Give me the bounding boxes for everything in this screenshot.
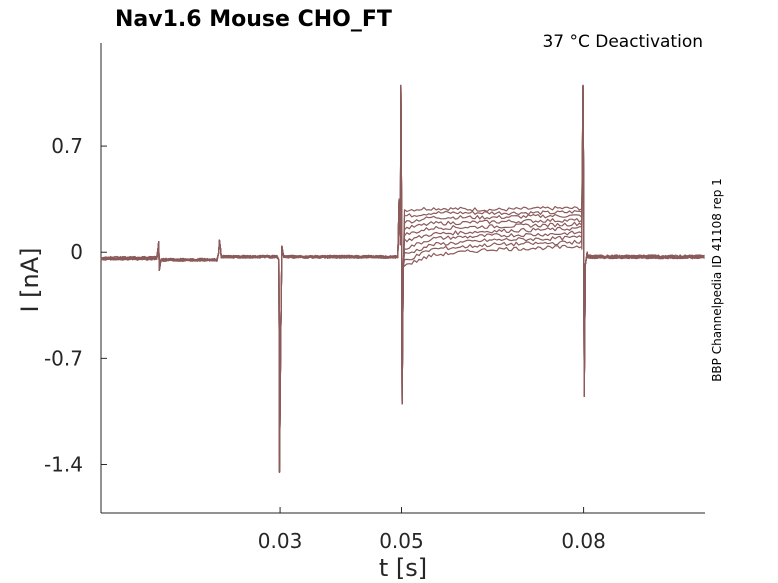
- y-tick-label: -1.4: [44, 452, 83, 476]
- x-tick-label: 0.05: [379, 529, 424, 553]
- y-axis-label: I [nA]: [16, 247, 44, 312]
- y-tick-label: 0: [70, 240, 83, 264]
- chart-title: Nav1.6 Mouse CHO_FT: [115, 7, 392, 32]
- current-trace-10: [100, 84, 705, 473]
- y-tick-label: 0.7: [51, 134, 83, 158]
- x-tick-label: 0.08: [561, 529, 606, 553]
- x-axis-ticks: 0.03 0.05 0.08: [258, 507, 606, 553]
- trace-group: [100, 84, 705, 473]
- y-axis-ticks: 0.7 0 -0.7 -1.4: [44, 134, 107, 476]
- x-tick-label: 0.03: [258, 529, 303, 553]
- y-tick-label: -0.7: [44, 346, 83, 370]
- x-axis-label: t [s]: [379, 554, 427, 582]
- condition-label: 37 °C Deactivation: [542, 32, 703, 52]
- channelpedia-id-label: BBP Channelpedia ID 41108 rep 1: [710, 178, 724, 382]
